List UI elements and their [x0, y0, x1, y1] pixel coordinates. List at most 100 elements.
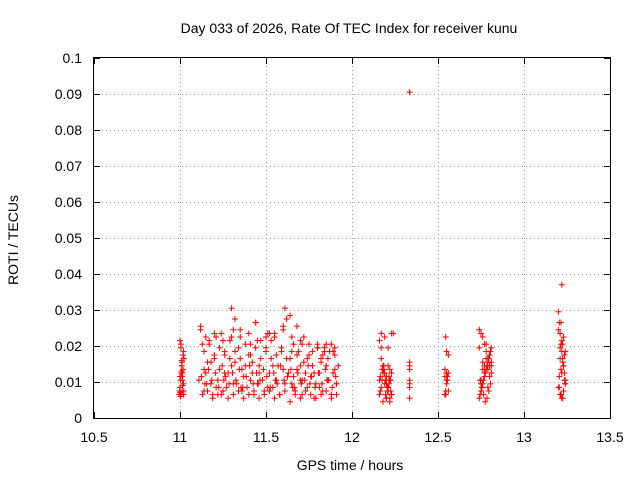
data-point-marker — [266, 330, 273, 337]
data-point-marker — [260, 366, 267, 373]
data-point-marker — [557, 319, 564, 326]
data-point-marker — [287, 312, 294, 319]
data-point-marker — [316, 384, 323, 391]
x-tick-label: 11.5 — [253, 429, 279, 445]
data-point-marker — [444, 377, 451, 384]
y-tick-label: 0.01 — [55, 374, 82, 390]
data-point-marker — [445, 352, 452, 358]
data-point-marker — [274, 380, 281, 387]
axis-ticks — [94, 58, 611, 419]
data-point-marker — [240, 395, 247, 402]
x-tick-label: 10.5 — [80, 429, 107, 445]
data-point-marker — [318, 380, 325, 387]
data-point-marker — [379, 366, 386, 373]
data-point-marker — [333, 391, 340, 398]
data-point-marker — [476, 395, 483, 402]
data-point-marker — [243, 373, 250, 380]
data-point-marker — [377, 388, 384, 394]
data-point-marker — [488, 370, 495, 376]
x-tick-label: 13.5 — [596, 429, 623, 445]
y-tick-label: 0.09 — [55, 86, 82, 102]
data-point-marker — [208, 377, 215, 384]
data-point-marker — [207, 359, 214, 366]
data-point-marker — [557, 355, 564, 362]
data-point-marker — [309, 348, 316, 355]
data-point-marker — [220, 388, 226, 394]
data-point-marker — [180, 380, 187, 387]
data-point-marker — [442, 334, 449, 340]
data-point-marker — [557, 344, 564, 351]
data-point-marker — [376, 337, 383, 344]
data-point-marker — [555, 308, 562, 315]
data-point-marker — [206, 341, 213, 348]
data-point-marker — [204, 388, 211, 394]
data-point-marker — [281, 388, 288, 394]
data-point-marker — [443, 348, 450, 355]
data-point-marker — [280, 366, 287, 373]
data-point-marker — [216, 344, 223, 351]
data-point-marker — [328, 341, 335, 348]
data-point-marker — [328, 395, 335, 402]
data-point-marker — [476, 344, 483, 351]
data-point-marker — [479, 334, 486, 340]
data-point-marker — [378, 384, 385, 391]
data-point-marker — [232, 348, 239, 355]
data-point-marker — [324, 355, 331, 362]
data-point-marker — [283, 355, 290, 362]
data-point-marker — [273, 352, 280, 358]
y-tick-label: 0.04 — [55, 266, 82, 282]
data-point-marker — [390, 330, 397, 337]
data-point-marker — [324, 377, 331, 384]
data-point-marker — [250, 380, 257, 387]
data-point-marker — [237, 334, 244, 340]
data-point-marker — [199, 341, 206, 348]
data-point-marker — [269, 362, 276, 369]
data-point-marker — [443, 380, 450, 387]
data-point-marker — [557, 366, 564, 373]
data-point-marker — [306, 352, 312, 358]
data-point-marker — [214, 391, 221, 398]
data-point-marker — [288, 334, 295, 340]
data-point-marker — [297, 362, 304, 369]
y-tick-label: 0.02 — [55, 338, 82, 354]
data-point-marker — [281, 305, 288, 312]
data-point-marker — [484, 384, 491, 391]
data-point-marker — [479, 366, 486, 373]
data-point-marker — [488, 359, 495, 366]
data-point-marker — [252, 344, 259, 351]
data-point-marker — [212, 370, 219, 376]
data-point-marker — [280, 326, 287, 333]
data-point-marker — [377, 373, 384, 380]
data-point-marker — [478, 384, 485, 391]
data-point-marker — [331, 352, 338, 358]
data-point-marker — [312, 395, 319, 402]
data-point-marker — [245, 391, 252, 398]
data-point-marker — [330, 370, 337, 376]
data-point-marker — [441, 366, 448, 373]
data-point-marker — [306, 341, 312, 348]
data-point-marker — [323, 362, 330, 369]
data-point-marker — [556, 384, 563, 391]
data-point-marker — [382, 391, 389, 398]
data-point-marker — [263, 348, 269, 355]
data-point-marker — [287, 366, 294, 373]
data-point-marker — [386, 398, 393, 405]
data-point-marker — [479, 359, 486, 366]
data-point-marker — [249, 359, 256, 366]
data-point-marker — [177, 337, 183, 344]
data-point-marker — [378, 344, 385, 351]
y-axis-label: ROTI / TECUs — [5, 195, 21, 285]
data-point-marker — [218, 330, 225, 337]
data-point-marker — [384, 384, 391, 391]
y-tick-label: 0.06 — [55, 194, 82, 210]
data-point-marker — [557, 330, 564, 337]
data-point-marker — [308, 373, 315, 380]
data-point-marker — [290, 341, 297, 348]
data-point-marker — [220, 337, 226, 344]
data-point-marker — [321, 348, 328, 355]
data-point-marker — [383, 373, 390, 380]
data-point-marker — [238, 384, 245, 391]
x-tick-label: 11 — [173, 429, 188, 445]
data-point-marker — [314, 344, 321, 351]
